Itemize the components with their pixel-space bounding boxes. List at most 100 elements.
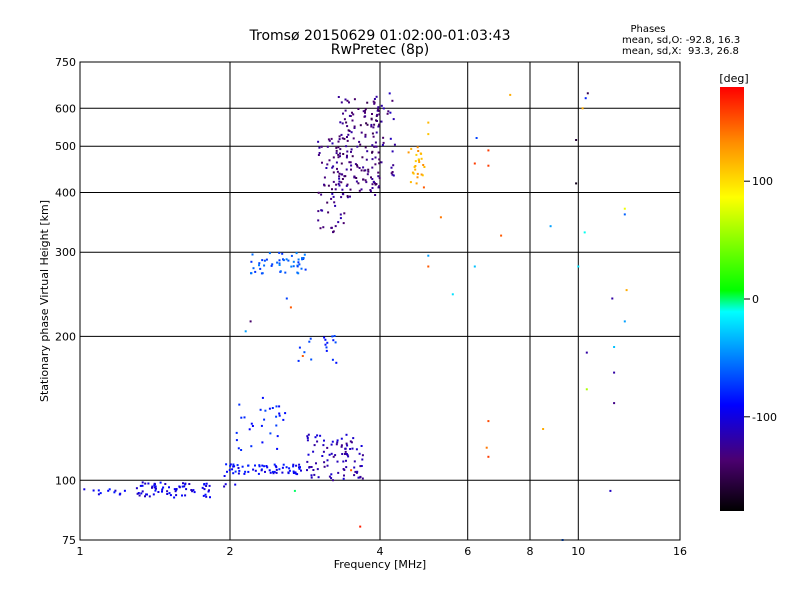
echo-point [356, 165, 359, 168]
echo-point [549, 225, 552, 228]
echo-point [330, 137, 333, 140]
echo-point [321, 161, 323, 164]
echo-point [265, 258, 268, 261]
echo-point [336, 460, 339, 463]
echo-point [237, 447, 240, 450]
echo-point [391, 150, 394, 153]
echo-point [346, 150, 349, 153]
echo-point [278, 251, 281, 254]
echo-point [360, 169, 363, 172]
echo-point [278, 468, 281, 471]
echo-point [352, 437, 355, 440]
echo-point [355, 471, 358, 474]
echo-point [226, 470, 228, 473]
echo-point [344, 175, 347, 178]
echo-point [451, 293, 454, 296]
echo-point [183, 485, 186, 488]
echo-point [326, 446, 329, 449]
echo-point [148, 495, 151, 498]
echo-point [306, 439, 309, 442]
echo-point [342, 112, 344, 115]
echo-point [323, 176, 326, 179]
echo-point [224, 483, 227, 486]
echo-point [178, 486, 181, 489]
y-axis-ticks: 75 100 200 300 400 500 600 750 [55, 56, 76, 547]
echo-point [391, 99, 394, 102]
echo-point [97, 489, 100, 492]
echo-point [343, 474, 345, 477]
y-tick-label: 200 [55, 330, 76, 343]
echo-point [371, 113, 373, 115]
echo-point [303, 351, 306, 354]
echo-point [294, 471, 297, 474]
echo-point [348, 161, 351, 164]
echo-point [231, 468, 234, 471]
echo-point [334, 188, 337, 191]
echo-point [340, 181, 343, 184]
echo-point [141, 484, 144, 487]
echo-point [295, 464, 298, 467]
echo-point [335, 161, 338, 164]
echo-point [343, 137, 346, 140]
echo-point [243, 472, 246, 475]
echo-point [205, 495, 208, 498]
echo-point [297, 261, 300, 264]
echo-point [377, 186, 380, 189]
echo-point [335, 146, 338, 149]
echo-point [337, 221, 340, 224]
echo-point [392, 164, 395, 167]
echo-point [330, 473, 333, 476]
echo-point [234, 483, 237, 486]
echo-point [173, 496, 176, 499]
echo-point [393, 143, 396, 146]
grid-lines [80, 62, 680, 540]
echo-point [278, 264, 281, 266]
echo-point [114, 489, 117, 492]
echo-point [350, 150, 352, 153]
echo-point [285, 466, 288, 469]
echo-point [249, 320, 252, 323]
echo-point [346, 444, 349, 447]
echo-point [152, 493, 155, 496]
echo-point [366, 150, 369, 153]
echo-point [250, 422, 253, 425]
plot-frame [79, 61, 681, 541]
x-tick-label: 8 [527, 545, 534, 558]
echo-point [353, 127, 356, 129]
colorbar-tick-label: 100 [752, 175, 773, 188]
echo-point [260, 469, 263, 472]
echo-point [276, 447, 279, 450]
echo-point [382, 136, 385, 139]
x-axis-label: Frequency [MHz] [334, 558, 426, 571]
echo-point [244, 470, 247, 473]
echo-point [261, 396, 264, 399]
echo-point [252, 267, 255, 270]
echo-point [268, 407, 271, 410]
echo-point [332, 230, 335, 233]
echo-point [343, 212, 346, 215]
echo-point [330, 197, 333, 200]
echo-point [585, 388, 588, 391]
echo-point [378, 123, 381, 126]
echo-point [351, 447, 354, 450]
echo-point [205, 485, 208, 487]
echo-point [353, 176, 356, 179]
echo-point [257, 472, 260, 475]
echo-point [420, 157, 423, 160]
echo-point [377, 106, 380, 109]
echo-point [407, 151, 410, 154]
echo-point [251, 425, 254, 427]
echo-point [375, 115, 378, 117]
echo-point [391, 171, 394, 173]
x-tick-label: 6 [464, 545, 471, 558]
echo-point [341, 193, 344, 195]
echo-point [542, 428, 545, 430]
echo-point [342, 153, 345, 155]
echo-point [575, 139, 578, 141]
echo-point [312, 469, 315, 471]
x-tick-label: 10 [571, 545, 585, 558]
echo-point [232, 463, 235, 466]
echo-point [331, 358, 334, 361]
echo-point [352, 113, 355, 116]
echo-point [360, 465, 363, 467]
